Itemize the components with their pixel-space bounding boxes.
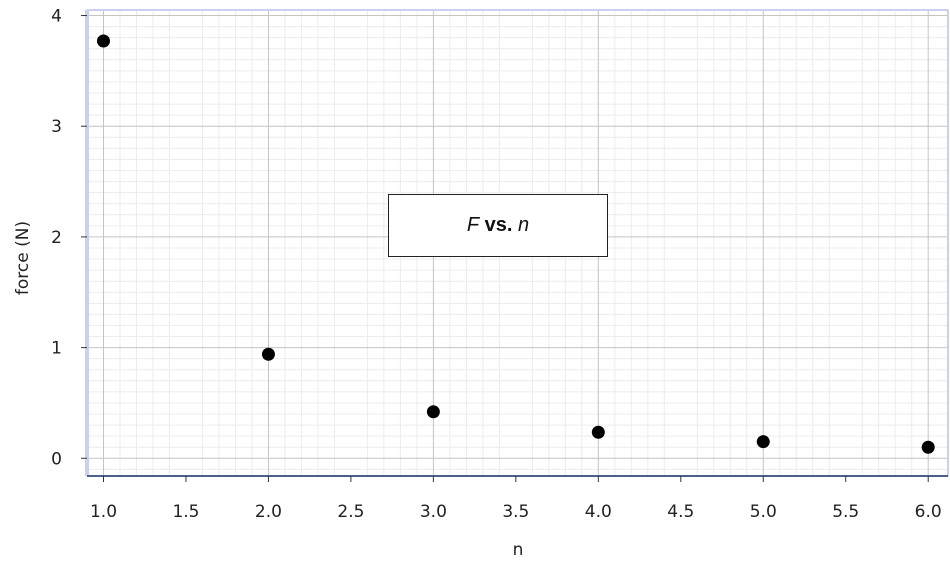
major-gridlines [87, 10, 948, 476]
data-point [426, 405, 440, 419]
y-tick-label: 4 [51, 7, 62, 27]
x-tick-label: 2.5 [337, 502, 364, 522]
x-tick-label: 4.0 [585, 502, 612, 522]
x-tick-label: 2.0 [255, 502, 282, 522]
x-tick-label: 4.5 [667, 502, 694, 522]
axis-ticks [81, 15, 929, 482]
x-tick-label: 5.0 [750, 502, 777, 522]
data-point [591, 425, 605, 439]
x-tick-label: 1.5 [172, 502, 199, 522]
y-axis-title: force (N) [13, 221, 33, 295]
x-tick-label: 3.5 [502, 502, 529, 522]
x-axis-title: n [513, 540, 524, 560]
y-tick-label: 2 [51, 228, 62, 248]
y-tick-label: 3 [51, 117, 62, 137]
x-tick-label: 1.0 [90, 502, 117, 522]
data-point [756, 435, 770, 449]
minor-gridlines [87, 10, 948, 476]
x-tick-label: 6.0 [915, 502, 942, 522]
legend-f-symbol: F [466, 214, 480, 236]
data-point [96, 34, 110, 48]
legend-box: F vs. n [388, 194, 608, 257]
plot-frame [85, 9, 949, 477]
x-tick-label: 3.0 [420, 502, 447, 522]
data-point [921, 440, 935, 454]
legend-vs-text: vs. [484, 214, 513, 236]
x-tick-label: 5.5 [832, 502, 859, 522]
y-tick-labels: 0 1 2 3 4 [51, 7, 62, 470]
y-tick-label: 1 [51, 339, 62, 359]
legend-n-symbol: n [518, 214, 530, 236]
x-tick-labels: 1.0 1.5 2.0 2.5 3.0 3.5 4.0 4.5 5.0 5.5 6.0 [90, 502, 942, 522]
y-tick-label: 0 [51, 449, 62, 469]
data-point [261, 347, 275, 361]
data-points [96, 34, 935, 454]
